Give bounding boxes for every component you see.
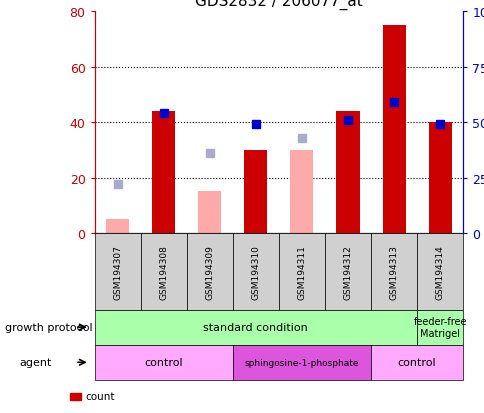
Bar <box>428 123 451 233</box>
Text: agent: agent <box>19 357 52 368</box>
Text: growth protocol: growth protocol <box>5 322 92 332</box>
Text: sphingosine-1-phosphate: sphingosine-1-phosphate <box>244 358 359 367</box>
Title: GDS2832 / 206077_at: GDS2832 / 206077_at <box>195 0 362 9</box>
Text: GSM194308: GSM194308 <box>159 244 168 299</box>
Text: standard condition: standard condition <box>203 322 307 332</box>
Text: GSM194311: GSM194311 <box>297 244 306 299</box>
Bar <box>290 150 313 233</box>
Bar <box>244 150 267 233</box>
Text: control: control <box>397 357 436 368</box>
Bar <box>152 112 175 233</box>
Bar <box>198 192 221 233</box>
Text: control: control <box>144 357 182 368</box>
Text: count: count <box>86 392 115 401</box>
Bar <box>336 112 359 233</box>
Text: GSM194314: GSM194314 <box>435 244 444 299</box>
Text: GSM194309: GSM194309 <box>205 244 214 299</box>
Bar <box>382 26 405 233</box>
Text: GSM194310: GSM194310 <box>251 244 260 299</box>
Text: feeder-free
Matrigel: feeder-free Matrigel <box>412 316 466 338</box>
Bar <box>106 220 129 233</box>
Text: GSM194312: GSM194312 <box>343 244 352 299</box>
Text: GSM194307: GSM194307 <box>113 244 122 299</box>
Text: GSM194313: GSM194313 <box>389 244 398 299</box>
